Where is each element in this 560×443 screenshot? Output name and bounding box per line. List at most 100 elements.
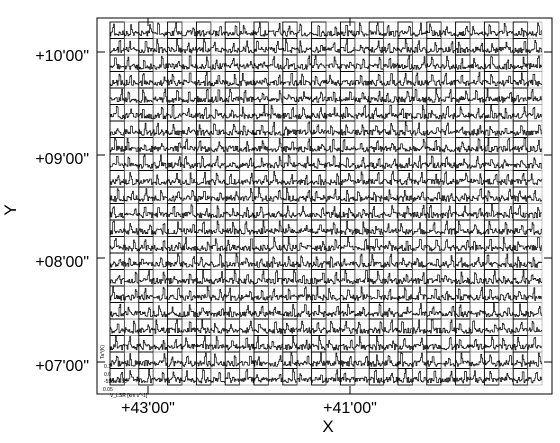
spectrum-trace-8-16 [340,157,355,168]
spectrum-trace-14-11 [268,256,283,268]
spectrum-cell-13-3 [152,236,168,254]
spectrum-trace-16-18 [368,289,384,300]
spectrum-trace-3-28 [512,72,528,86]
spectrum-trace-3-12 [282,73,298,86]
spectrum-trace-15-13 [296,275,312,285]
spectrum-trace-12-0 [109,220,125,235]
spectrum-trace-3-19 [383,73,398,86]
spectrum-trace-9-25 [469,173,485,185]
spectrum-trace-21-27 [498,372,514,382]
spectrum-trace-14-14 [311,256,326,268]
spectrum-trace-12-13 [296,224,312,234]
spectrum-trace-3-16 [340,80,355,86]
spectrum-trace-15-27 [498,276,514,284]
spectrum-trace-11-5 [181,204,197,218]
spectrum-trace-8-8 [224,162,240,169]
spectrum-trace-19-14 [311,336,326,351]
spectrum-trace-14-13 [296,255,312,268]
spectrum-trace-16-9 [239,291,254,301]
spectrum-trace-21-3 [152,372,168,383]
spectrum-cell-0-20 [397,21,413,39]
spectrum-trace-20-8 [224,355,240,367]
spectrum-trace-12-6 [196,221,211,235]
spectrum-cell-14-9 [239,252,255,270]
spectrum-trace-13-28 [512,241,528,252]
spectrum-trace-2-15 [325,56,341,70]
spectrum-trace-9-4 [167,173,182,186]
spectrum-trace-0-10 [253,22,269,37]
spectrum-trace-18-21 [412,319,427,334]
spectrum-trace-5-18 [368,107,384,120]
spectrum-trace-10-3 [152,190,168,201]
spectrum-trace-15-22 [426,274,442,284]
spectrum-cell-5-20 [397,104,413,122]
spectrum-trace-16-25 [469,287,485,301]
spectrum-trace-16-10 [253,290,269,301]
spectrum-trace-4-7 [210,89,226,103]
spectrum-trace-3-13 [296,73,312,86]
spectrum-trace-5-15 [325,107,341,119]
spectrum-trace-2-4 [167,60,182,69]
spectrum-trace-15-12 [282,270,298,284]
spectrum-trace-20-11 [268,355,283,367]
spectrum-cell-10-17 [354,186,370,204]
spectrum-cell-21-7 [210,368,226,386]
spectrum-cell-20-21 [412,351,428,369]
y-tick-label-3: +07'00" [35,358,89,375]
spectrum-trace-5-19 [383,105,398,119]
spectrum-trace-16-12 [282,288,298,301]
spectrum-trace-10-5 [181,189,197,201]
spectrum-trace-0-28 [512,27,528,37]
spectrum-cell-14-4 [167,252,183,270]
spectrum-trace-19-29 [527,337,542,350]
spectrum-trace-13-23 [440,239,456,251]
spectrum-trace-10-29 [527,190,542,202]
spectrum-trace-8-14 [311,158,326,169]
spectrum-trace-0-24 [455,25,470,37]
spectrum-trace-7-27 [498,138,514,152]
spectrum-cell-3-4 [167,71,183,89]
spectrum-trace-8-1 [124,156,139,169]
spectrum-cell-11-0 [109,203,125,221]
spectrum-cell-3-6 [195,71,212,89]
spectrum-trace-2-24 [455,58,470,70]
spectrum-trace-13-20 [397,240,413,252]
spectrum-cell-5-19 [383,104,399,122]
spectrum-trace-11-8 [224,208,240,217]
inset-x-tick-0: -550 [104,379,114,385]
spectrum-trace-0-1 [124,24,139,37]
spectrum-trace-20-19 [383,355,398,367]
spectrum-trace-8-23 [440,156,456,169]
spectrum-trace-3-23 [440,72,456,86]
spectrum-trace-6-22 [426,127,442,136]
spectrum-trace-15-9 [239,274,254,285]
spectra-grid [109,21,543,386]
spectrum-cell-17-4 [167,302,183,320]
spectrum-trace-6-7 [210,123,226,136]
spectrum-cell-10-25 [469,186,485,204]
y-axis-label: Y [1,204,20,215]
spectrum-trace-9-18 [368,172,384,185]
spectrum-trace-4-16 [340,91,355,102]
spectrum-trace-12-11 [268,220,283,234]
spectrum-cell-5-10 [253,104,269,122]
spectrum-cell-16-14 [311,285,327,303]
spectrum-trace-12-7 [210,220,226,234]
spectrum-trace-11-19 [383,205,398,218]
spectrum-trace-0-3 [152,22,168,37]
spectrum-trace-19-24 [455,339,470,350]
spectrum-trace-2-29 [527,55,542,69]
spectrum-trace-9-17 [354,171,370,185]
spectrum-trace-5-8 [224,109,240,119]
spectrum-trace-13-12 [282,237,298,252]
spectrum-trace-3-4 [167,73,182,86]
spectrum-cell-6-29 [527,120,543,138]
spectrum-trace-18-10 [253,323,269,334]
spectrum-cell-19-10 [253,335,269,353]
spectrum-cell-1-4 [167,38,183,56]
spectrum-trace-6-4 [167,123,182,136]
spectrum-trace-19-25 [469,339,485,350]
spectrum-trace-2-8 [224,57,240,70]
spectrum-trace-0-23 [440,26,456,37]
spectrum-trace-12-2 [138,224,154,235]
